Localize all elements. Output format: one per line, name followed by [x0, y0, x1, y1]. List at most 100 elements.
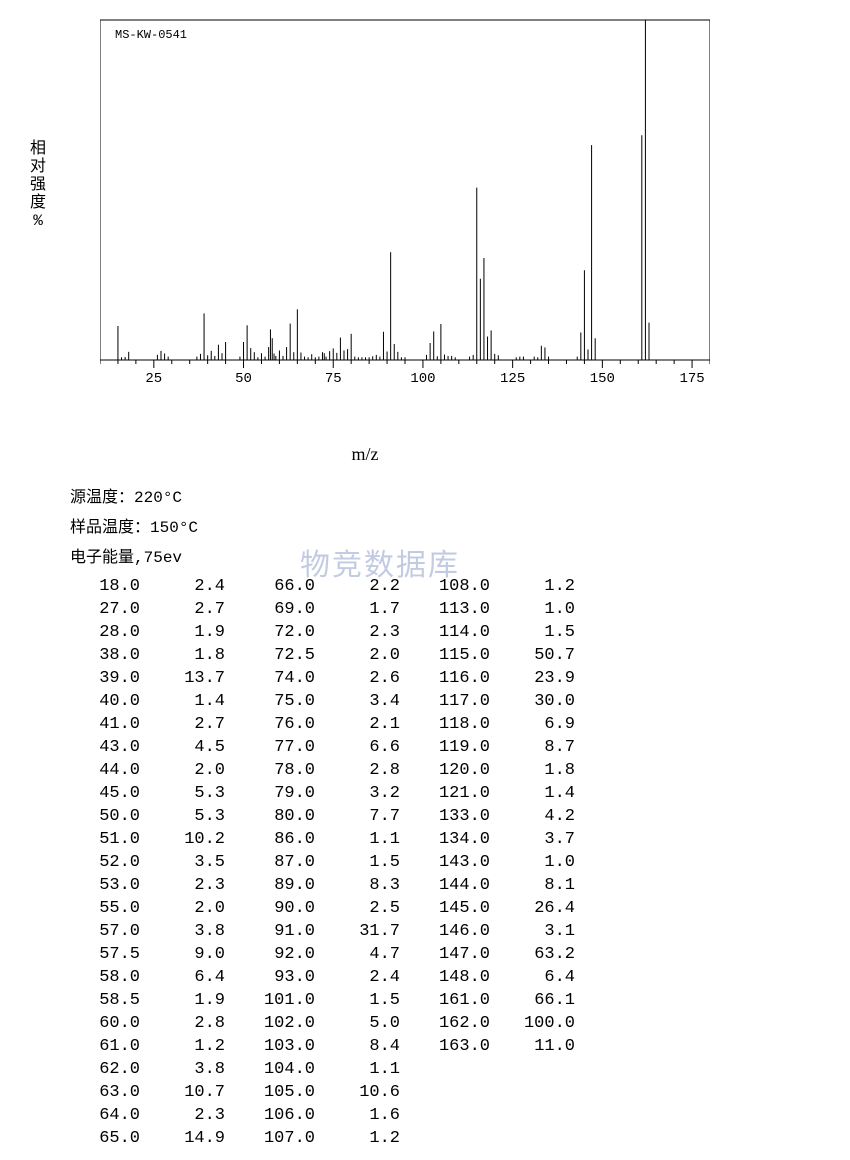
peak-column: 18.027.028.038.039.040.041.043.044.045.0… [70, 575, 225, 1150]
mz-value: 147.0 [420, 943, 490, 966]
mz-value: 116.0 [420, 667, 490, 690]
mz-value: 120.0 [420, 759, 490, 782]
mz-value: 74.0 [245, 667, 315, 690]
intensity-value: 2.8 [315, 759, 400, 782]
mz-value: 64.0 [70, 1104, 140, 1127]
intensity-value: 1.5 [490, 621, 575, 644]
mz-value: 86.0 [245, 828, 315, 851]
mz-value: 148.0 [420, 966, 490, 989]
mz-value: 72.5 [245, 644, 315, 667]
source-temp-row: 源温度：220°C [70, 483, 830, 513]
intensity-value: 5.3 [140, 805, 225, 828]
intensity-value: 8.4 [315, 1035, 400, 1058]
mz-value: 52.0 [70, 851, 140, 874]
mz-value: 118.0 [420, 713, 490, 736]
spectrum-svg: 020406080100255075100125150175 [100, 10, 710, 390]
mz-value: 143.0 [420, 851, 490, 874]
intensity-value: 10.7 [140, 1081, 225, 1104]
intensity-value: 1.1 [315, 1058, 400, 1081]
mz-value: 114.0 [420, 621, 490, 644]
intensity-value: 2.2 [315, 575, 400, 598]
intensity-value: 1.7 [315, 598, 400, 621]
intensity-value: 2.4 [315, 966, 400, 989]
sample-id-label: MS-KW-0541 [115, 28, 187, 42]
intensity-value: 1.2 [315, 1127, 400, 1150]
intensity-value: 13.7 [140, 667, 225, 690]
intensity-value: 11.0 [490, 1035, 575, 1058]
mz-value: 92.0 [245, 943, 315, 966]
mz-value: 60.0 [70, 1012, 140, 1035]
mz-value: 91.0 [245, 920, 315, 943]
page: 相 对 强 度 % 020406080100255075100125150175… [0, 0, 850, 1160]
mz-value: 89.0 [245, 874, 315, 897]
mz-value: 72.0 [245, 621, 315, 644]
mz-value: 58.0 [70, 966, 140, 989]
mz-value: 63.0 [70, 1081, 140, 1104]
mz-value: 144.0 [420, 874, 490, 897]
mz-value: 117.0 [420, 690, 490, 713]
intensity-value: 100.0 [490, 1012, 575, 1035]
intensity-value: 5.0 [315, 1012, 400, 1035]
mz-value: 121.0 [420, 782, 490, 805]
mz-value: 69.0 [245, 598, 315, 621]
sample-temp-row: 样品温度：150°C [70, 513, 830, 543]
mz-value: 50.0 [70, 805, 140, 828]
intensity-value: 66.1 [490, 989, 575, 1012]
intensity-value: 1.9 [140, 621, 225, 644]
intensity-value: 30.0 [490, 690, 575, 713]
svg-text:150: 150 [590, 371, 615, 387]
intensity-value: 2.5 [315, 897, 400, 920]
intensity-value: 2.1 [315, 713, 400, 736]
intensity-value: 9.0 [140, 943, 225, 966]
intensity-value: 1.0 [490, 851, 575, 874]
mz-value: 163.0 [420, 1035, 490, 1058]
intensity-value: 1.2 [140, 1035, 225, 1058]
intensity-value: 1.5 [315, 851, 400, 874]
intensity-value: 3.4 [315, 690, 400, 713]
intensity-value: 6.4 [140, 966, 225, 989]
mz-value: 61.0 [70, 1035, 140, 1058]
mz-value: 27.0 [70, 598, 140, 621]
mz-value: 62.0 [70, 1058, 140, 1081]
x-axis-label: m/z [60, 444, 670, 465]
mz-value: 41.0 [70, 713, 140, 736]
svg-text:25: 25 [145, 371, 162, 387]
mz-value: 38.0 [70, 644, 140, 667]
mz-value: 101.0 [245, 989, 315, 1012]
intensity-value: 4.2 [490, 805, 575, 828]
mz-value: 78.0 [245, 759, 315, 782]
peak-column: 108.0113.0114.0115.0116.0117.0118.0119.0… [420, 575, 575, 1150]
intensity-value: 3.8 [140, 920, 225, 943]
intensity-value: 3.8 [140, 1058, 225, 1081]
mz-value: 103.0 [245, 1035, 315, 1058]
mz-value: 90.0 [245, 897, 315, 920]
intensity-value: 4.5 [140, 736, 225, 759]
mz-value: 40.0 [70, 690, 140, 713]
intensity-value: 10.2 [140, 828, 225, 851]
mz-value: 80.0 [245, 805, 315, 828]
mz-value: 51.0 [70, 828, 140, 851]
mz-value: 105.0 [245, 1081, 315, 1104]
mz-value: 133.0 [420, 805, 490, 828]
intensity-value: 1.6 [315, 1104, 400, 1127]
spectrum-chart: 相 对 强 度 % 020406080100255075100125150175… [60, 10, 780, 440]
mz-value: 39.0 [70, 667, 140, 690]
mz-value: 65.0 [70, 1127, 140, 1150]
intensity-value: 1.2 [490, 575, 575, 598]
mz-value: 119.0 [420, 736, 490, 759]
mz-value: 87.0 [245, 851, 315, 874]
intensity-value: 6.4 [490, 966, 575, 989]
intensity-value: 1.5 [315, 989, 400, 1012]
mz-value: 43.0 [70, 736, 140, 759]
mz-value: 115.0 [420, 644, 490, 667]
mz-value: 93.0 [245, 966, 315, 989]
mz-value: 162.0 [420, 1012, 490, 1035]
svg-text:125: 125 [500, 371, 525, 387]
intensity-value: 2.0 [140, 759, 225, 782]
mz-value: 134.0 [420, 828, 490, 851]
intensity-value: 1.4 [490, 782, 575, 805]
mz-value: 106.0 [245, 1104, 315, 1127]
mz-value: 76.0 [245, 713, 315, 736]
svg-text:75: 75 [325, 371, 342, 387]
mz-value: 58.5 [70, 989, 140, 1012]
